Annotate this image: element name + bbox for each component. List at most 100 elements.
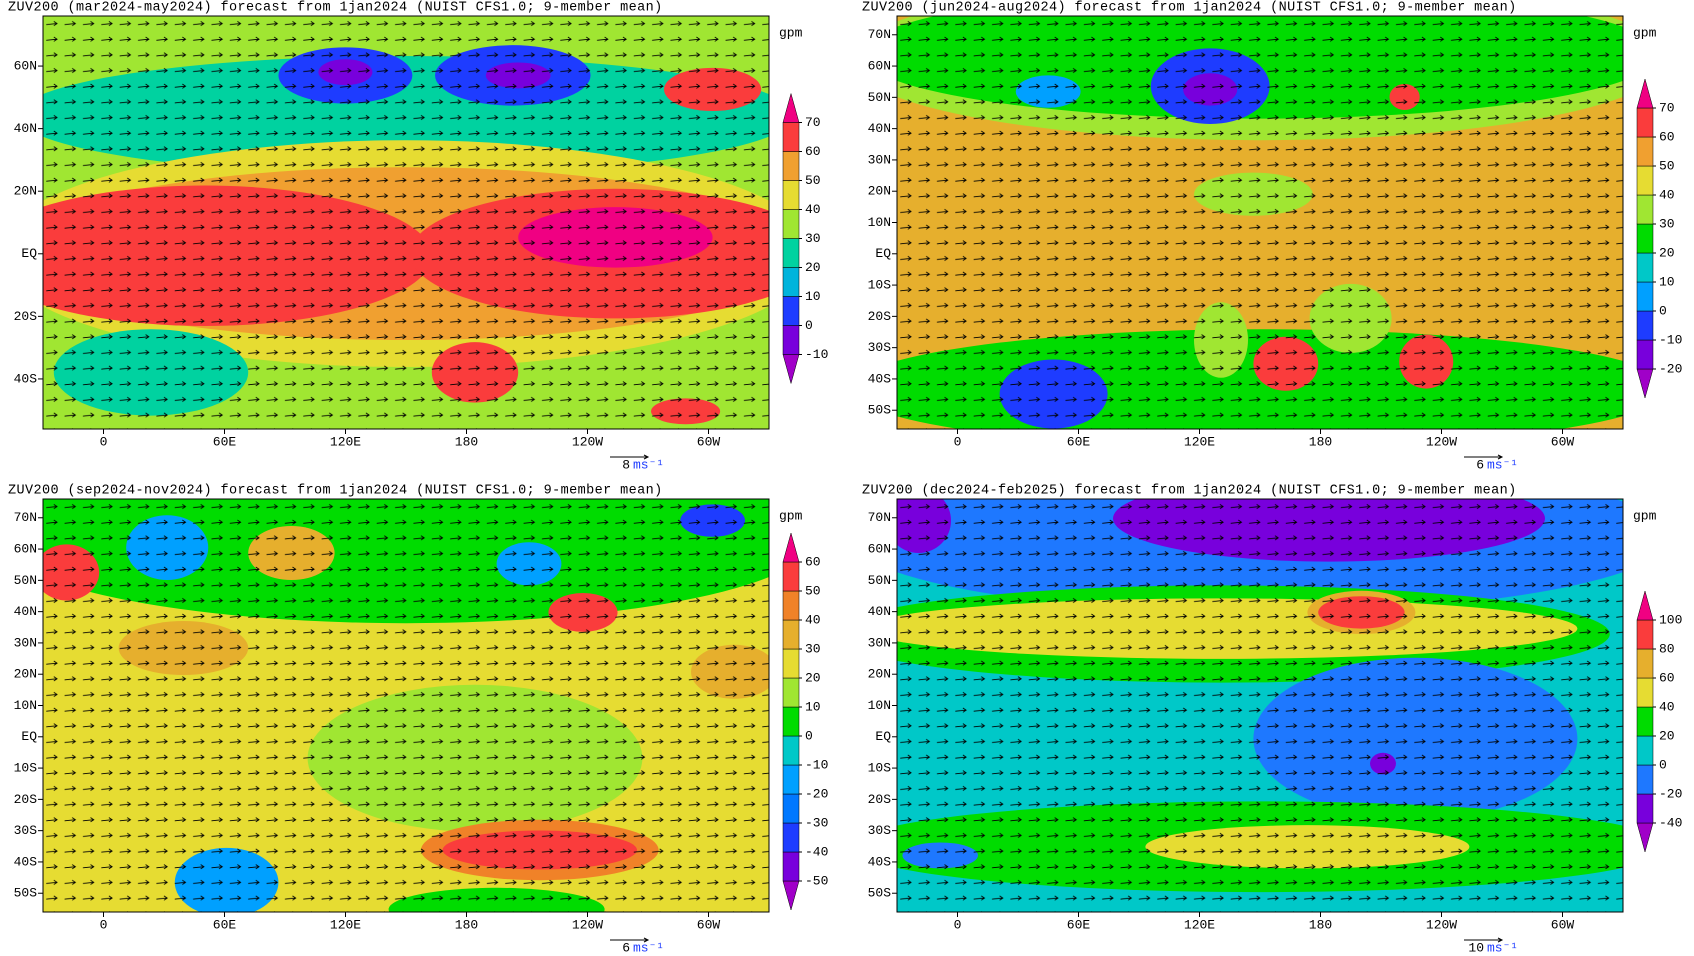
colorbar-segment	[782, 325, 800, 355]
x-tick-label: 0	[100, 434, 108, 449]
colorbar-label: 70	[1659, 100, 1675, 115]
x-tick-label: 60E	[1067, 917, 1091, 932]
colorbar-segment	[782, 267, 800, 297]
colorbar-segment	[782, 151, 800, 181]
y-tick-label: 30S	[868, 340, 892, 355]
vector-scale-unit: ms⁻¹	[633, 457, 664, 472]
x-tick-label: 180	[1309, 434, 1332, 449]
colorbar-segment	[782, 822, 800, 853]
colorbar-label: 10	[805, 699, 821, 714]
vector-scale-head	[1497, 937, 1504, 943]
y-tick-label: 70N	[14, 510, 37, 525]
y-tick-label: 20N	[14, 184, 37, 199]
colorbar-label: 30	[1659, 216, 1675, 231]
y-tick-label: 20S	[868, 792, 892, 807]
colorbar-label: -40	[1659, 815, 1682, 830]
y-tick-label: 50S	[868, 886, 892, 901]
colorbar-triangle	[782, 532, 800, 563]
y-tick-label: 10N	[868, 698, 891, 713]
y-tick-label: 30S	[868, 823, 892, 838]
colorbar-triangle	[1636, 590, 1654, 621]
colorbar-label: -10	[805, 347, 828, 362]
colorbar-label: -20	[1659, 786, 1682, 801]
colorbar-label: -50	[805, 873, 828, 888]
y-tick-label: 50N	[14, 573, 37, 588]
field	[43, 16, 769, 429]
colorbar-segment	[1636, 281, 1654, 312]
colorbar-segment	[1636, 735, 1654, 766]
y-tick-label: 20S	[14, 309, 38, 324]
y-tick-label: 20N	[868, 184, 891, 199]
y-tick-label: 20N	[868, 667, 891, 682]
colorbar-segment	[782, 238, 800, 268]
vector-scale-value: 10	[1468, 940, 1484, 955]
y-tick-label: 20N	[14, 667, 37, 682]
x-tick-label: 60W	[1551, 917, 1575, 932]
colorbar-segment	[782, 764, 800, 795]
y-tick-label: 10N	[14, 698, 37, 713]
colorbar-label: -20	[805, 786, 828, 801]
colorbar-segment	[782, 735, 800, 766]
colorbar-label: 80	[1659, 641, 1675, 656]
x-tick-label: 0	[100, 917, 108, 932]
colorbar-segment	[1636, 194, 1654, 225]
colorbar-triangle	[1636, 822, 1654, 853]
colorbar-label: 30	[805, 641, 821, 656]
x-tick-label: 60E	[213, 917, 237, 932]
field	[897, 16, 1623, 429]
panel-title: ZUV200 (jun2024-aug2024) forecast from 1…	[862, 1, 1517, 16]
y-tick-label: 20S	[868, 309, 892, 324]
colorbar-label: 50	[805, 173, 821, 188]
y-tick-label: 70N	[868, 510, 891, 525]
colorbar-segment	[782, 706, 800, 737]
y-tick-label: EQ	[875, 246, 891, 261]
colorbar-segment	[1636, 648, 1654, 679]
colorbar-segment	[782, 793, 800, 824]
colorbar-segment	[782, 851, 800, 882]
y-tick-label: 50N	[868, 573, 891, 588]
vector-scale-value: 8	[622, 457, 630, 472]
y-tick-label: 50S	[14, 886, 38, 901]
x-tick-label: 60E	[213, 434, 237, 449]
y-tick-label: 60N	[868, 58, 891, 73]
colorbar-triangle	[782, 354, 800, 385]
colorbar-label: 40	[1659, 699, 1675, 714]
y-tick-label: 60N	[14, 58, 37, 73]
vector-scale-value: 6	[622, 940, 630, 955]
colorbar-label: 40	[1659, 187, 1675, 202]
colorbar-segment	[1636, 165, 1654, 196]
y-tick-label: 30S	[14, 823, 38, 838]
x-tick-label: 180	[1309, 917, 1332, 932]
colorbar-label: 60	[1659, 129, 1675, 144]
vector-scale-head	[1497, 454, 1504, 460]
field	[43, 499, 769, 912]
colorbar-label: 0	[805, 318, 813, 333]
colorbar-label: 0	[1659, 757, 1667, 772]
colorbar-segment	[782, 590, 800, 621]
vector-scale-head	[643, 454, 650, 460]
colorbar-unit: gpm	[1633, 25, 1657, 40]
colorbar-segment	[1636, 677, 1654, 708]
x-tick-label: 0	[954, 917, 962, 932]
colorbar-label: 50	[805, 583, 821, 598]
y-tick-label: 60N	[14, 541, 37, 556]
colorbar-segment	[1636, 107, 1654, 138]
x-tick-label: 180	[455, 917, 478, 932]
map-frame	[42, 15, 770, 430]
y-tick-label: EQ	[21, 246, 37, 261]
colorbar-label: -40	[805, 844, 828, 859]
y-tick-label: 40S	[14, 371, 38, 386]
x-tick-label: 120W	[1426, 917, 1457, 932]
y-tick-label: 30N	[14, 635, 37, 650]
x-tick-label: 120E	[330, 917, 361, 932]
colorbar-label: 20	[1659, 728, 1675, 743]
colorbar-triangle	[782, 92, 800, 123]
colorbar-triangle	[1636, 78, 1654, 109]
colorbar-segment	[782, 180, 800, 210]
y-tick-label: 10S	[868, 761, 892, 776]
colorbar-segment	[1636, 793, 1654, 824]
colorbar-segment	[782, 648, 800, 679]
y-tick-label: 50N	[868, 90, 891, 105]
y-tick-label: 40N	[14, 604, 37, 619]
